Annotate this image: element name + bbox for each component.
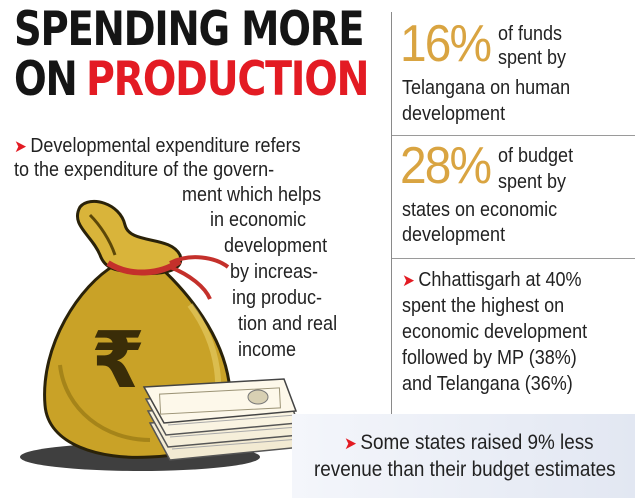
money-bag-illustration: ₹: [20, 199, 304, 471]
description-line: ment which helps: [182, 184, 322, 206]
arrow-icon: ➤: [14, 137, 27, 156]
description-line: tion and real: [238, 313, 338, 335]
stat-text-line: spent by: [498, 47, 567, 69]
description-line: development: [224, 235, 328, 257]
stat-value: 28%: [400, 137, 492, 195]
stat-text-line: spent by: [498, 171, 567, 193]
footnote-line: revenue than their budget estimates: [314, 458, 616, 481]
stat-text-line: states on economic: [402, 199, 558, 221]
headline-on: ON: [14, 52, 78, 107]
description-line: income: [238, 339, 297, 361]
highlight-line: ➤ Chhattisgarh at 40%: [402, 269, 582, 291]
column-divider: [391, 12, 392, 414]
arrow-icon: ➤: [402, 271, 415, 290]
description-line: by increas-: [230, 261, 319, 283]
headline-line-1: SPENDING MORE: [14, 2, 365, 57]
stat-value: 16%: [400, 15, 492, 73]
highlight-line: economic development: [402, 321, 588, 343]
rupee-icon: ₹: [91, 316, 145, 406]
currency-notes-icon: [142, 378, 304, 461]
footnote-panel: ➤ Some states raised 9% less revenue than…: [292, 414, 635, 498]
description-line: ➤ Developmental expenditure refers: [14, 135, 301, 157]
stat-panel: 16% of funds spent by Telangana on human…: [392, 18, 635, 136]
description-line: ing produc-: [232, 287, 323, 309]
highlight-panel: ➤ Chhattisgarh at 40% spent the highest o…: [392, 262, 635, 414]
description-line: in economic: [210, 209, 307, 231]
highlight-line: followed by MP (38%): [402, 347, 577, 369]
stat-panel: 28% of budget spent by states on economi…: [392, 140, 635, 260]
headline-line-2: ON PRODUCTION: [14, 52, 370, 107]
highlight-line: and Telangana (36%): [402, 373, 573, 395]
stat-divider: [392, 258, 635, 259]
highlight-line: spent the highest on: [402, 295, 565, 317]
stat-text-line: of funds: [498, 23, 563, 45]
footnote-line: ➤ Some states raised 9% less: [344, 431, 594, 454]
arrow-icon: ➤: [344, 434, 357, 453]
stat-text-line: development: [402, 224, 506, 246]
stat-text-line: development: [402, 103, 506, 125]
stat-text-line: Telangana on human: [402, 77, 571, 99]
stat-text-line: of budget: [498, 145, 574, 167]
stat-divider: [392, 135, 635, 136]
description-line: to the expenditure of the govern-: [14, 159, 275, 181]
headline-highlight: PRODUCTION: [86, 52, 370, 107]
